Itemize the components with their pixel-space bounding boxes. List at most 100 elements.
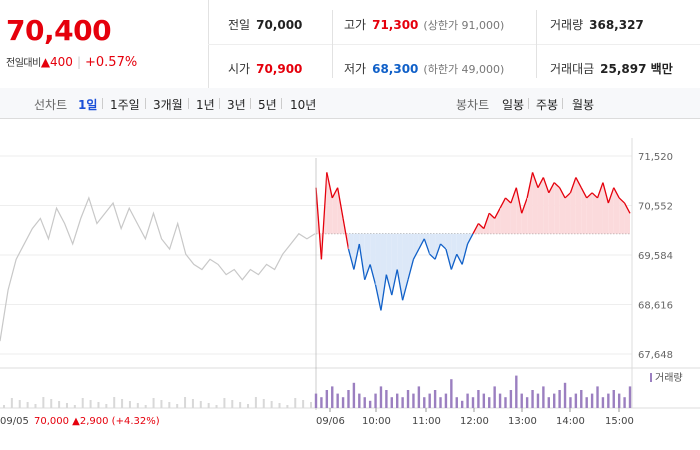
- area-fill: [521, 197, 528, 234]
- volume-bar: [428, 393, 431, 408]
- high-price: 고가 71,300 (상한가 91,000): [344, 18, 505, 32]
- area-fill: [613, 187, 620, 234]
- volume-bar: [601, 397, 605, 408]
- today-line-segment: [337, 187, 344, 219]
- today-line-segment: [596, 182, 604, 199]
- today-line-segment: [553, 182, 561, 189]
- x-tick-label: 15:00: [605, 416, 634, 427]
- volume-bar: [542, 386, 545, 408]
- today-line-segment: [607, 187, 615, 204]
- tab-monthly[interactable]: 월봉: [572, 98, 595, 112]
- today-line-segment: [385, 274, 393, 296]
- volume-bar: [536, 393, 540, 408]
- y-tick-label: 67,648: [638, 350, 673, 361]
- tab-1y[interactable]: 1년: [196, 98, 215, 112]
- prev-volume-bar: [42, 397, 45, 408]
- today-line-segment: [429, 253, 436, 260]
- volume-bar: [455, 397, 458, 408]
- volume-bar: [547, 397, 550, 408]
- tab-1d[interactable]: 1일: [78, 98, 98, 112]
- tab-10y[interactable]: 10년: [290, 98, 317, 112]
- volume-bar: [341, 397, 345, 408]
- tab-3y[interactable]: 3년: [227, 98, 246, 112]
- area-fill: [548, 182, 555, 234]
- volume-bar: [401, 397, 404, 408]
- line-chart-title: 선차트: [34, 98, 68, 112]
- prev-volume-bar: [144, 405, 147, 408]
- tab-daily[interactable]: 일봉: [502, 98, 525, 112]
- candle-chart-title: 봉차트: [456, 98, 490, 112]
- change-label: 전일대비: [6, 58, 41, 69]
- today-line-segment: [505, 197, 512, 204]
- today-line-segment: [618, 197, 626, 204]
- volume-bar: [628, 386, 632, 408]
- area-fill: [451, 233, 457, 270]
- prev-volume-bar: [294, 398, 297, 408]
- today-line-segment: [521, 197, 528, 214]
- tab-weekly[interactable]: 주봉: [536, 98, 559, 112]
- area-fill: [413, 233, 419, 260]
- today-line-segment: [353, 243, 360, 270]
- prev-day-line: [0, 196, 316, 342]
- today-line-segment: [591, 192, 598, 199]
- prev-volume-bar: [97, 402, 100, 408]
- volume-bar: [471, 397, 475, 408]
- volume-bar: [379, 386, 383, 408]
- today-line-segment: [472, 223, 479, 235]
- volume-bar: [580, 390, 583, 408]
- tab-5y[interactable]: 5년: [258, 98, 277, 112]
- low-price: 저가 68,300 (하한가 49,000): [344, 62, 505, 76]
- prev-volume-bar: [254, 397, 257, 408]
- area-fill: [332, 187, 338, 234]
- volume-bar: [488, 397, 491, 408]
- x-tick-label: 12:00: [460, 416, 489, 427]
- prev-volume-bar: [34, 404, 37, 408]
- area-fill: [391, 233, 398, 296]
- today-line-segment: [526, 172, 534, 199]
- prev-volume-bar: [65, 403, 68, 408]
- volume-bar: [477, 390, 480, 408]
- today-line-segment: [548, 182, 555, 194]
- quote-grid: 전일 70,000 시가 70,900 고가 71,300 (상한가 91,000) 저…: [208, 0, 700, 88]
- prev-day-summary: 70,000 ▲2,900 (+4.32%): [34, 416, 160, 427]
- volume-bars: [3, 375, 632, 408]
- today-line-segment: [331, 187, 339, 199]
- price-box: 70,400 전일대비▲400 | +0.57%: [0, 0, 209, 88]
- prev-volume-bar: [10, 398, 13, 408]
- prev-volume-bar: [278, 403, 281, 408]
- prev-volume-bar: [18, 400, 21, 408]
- today-line-segment: [477, 223, 485, 230]
- prev-volume-bar: [270, 401, 273, 408]
- area-fill: [489, 213, 495, 234]
- today-line-segment: [391, 269, 398, 296]
- volume-bar: [444, 393, 448, 408]
- prev-volume-bar: [286, 405, 289, 408]
- area-fill: [592, 192, 598, 234]
- tab-3m[interactable]: 3개월: [153, 98, 183, 112]
- today-line-segment: [342, 218, 350, 250]
- area-fill: [370, 233, 376, 285]
- y-tick-label: 71,520: [638, 152, 673, 163]
- volume-bar: [320, 397, 323, 408]
- y-tick-label: 69,584: [638, 251, 673, 262]
- today-line-segment: [374, 284, 382, 311]
- change-value: ▲400: [40, 55, 73, 69]
- area-fill: [602, 182, 609, 234]
- area-fill: [343, 218, 349, 250]
- tab-1w[interactable]: 1주일: [110, 98, 140, 112]
- volume-bar: [531, 390, 534, 408]
- volume-bar: [563, 382, 567, 408]
- change-percent: +0.57%: [85, 55, 138, 70]
- today-line-segment: [586, 192, 593, 199]
- today-line-segment: [456, 253, 463, 265]
- area-fill: [586, 192, 593, 234]
- prev-volume-bar: [3, 405, 5, 408]
- y-tick-label: 68,616: [638, 301, 673, 312]
- volume-bar: [493, 386, 496, 408]
- prev-volume-bar: [262, 399, 265, 408]
- volume-bar: [504, 397, 507, 408]
- area-fill: [316, 187, 322, 260]
- today-line-segment: [315, 187, 323, 260]
- area-fill: [581, 187, 587, 234]
- prev-volume-bar: [136, 403, 139, 408]
